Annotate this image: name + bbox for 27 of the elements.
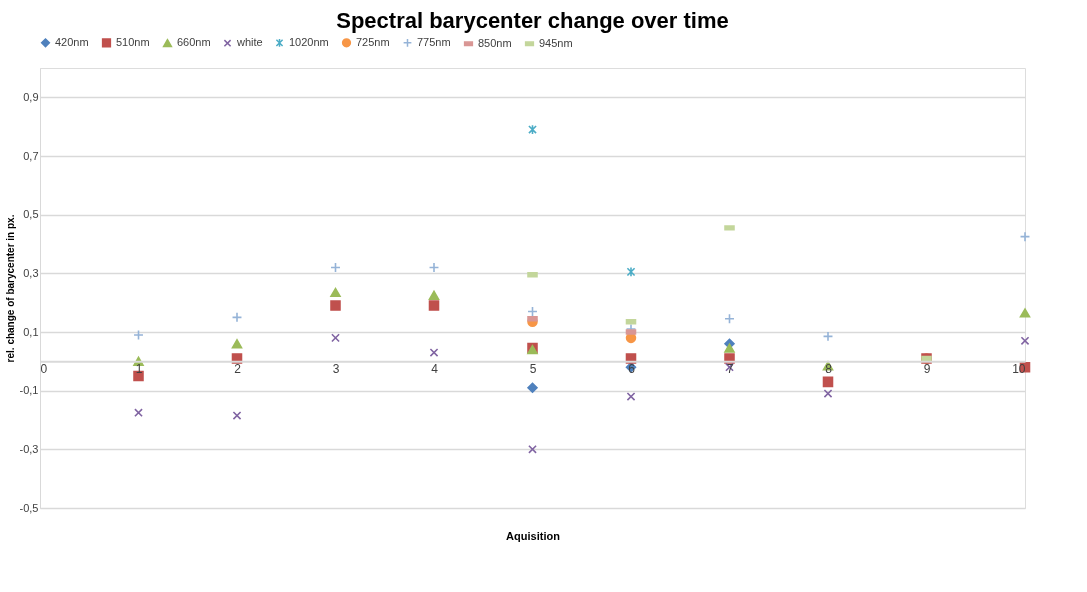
- y-tick-label: -0,1: [19, 384, 39, 397]
- legend-label: 660nm: [177, 36, 211, 49]
- y-tick-label: 0,5: [23, 208, 39, 221]
- y-tick-label: -0,5: [19, 501, 39, 514]
- legend-label: 725nm: [356, 35, 390, 48]
- y-axis-title: rel. change of barycenter in px.: [4, 214, 16, 363]
- x-tick-label: 0: [40, 361, 48, 376]
- legend-label: 510nm: [116, 35, 150, 48]
- y-tick-label: 0,7: [23, 149, 39, 162]
- legend-label: 1020nm: [289, 35, 329, 48]
- legend-label: 945nm: [539, 36, 573, 49]
- x-tick-label: 9: [923, 361, 931, 376]
- y-tick-label: 0,9: [23, 90, 39, 103]
- x-axis-title: Aquisition: [506, 529, 561, 542]
- chart-title: Spectral barycenter change over time: [336, 8, 729, 33]
- x-tick-label: 2: [234, 361, 242, 376]
- x-tick-label: 4: [431, 361, 439, 376]
- y-tick-label: -0,3: [19, 442, 39, 455]
- legend-label: white: [236, 36, 263, 49]
- legend-label: 775nm: [417, 35, 451, 48]
- legend-label: 850nm: [478, 36, 512, 49]
- legend-label: 420nm: [55, 35, 89, 48]
- y-tick-label: 0,1: [23, 325, 39, 338]
- x-tick-label: 10: [1012, 361, 1026, 376]
- x-tick-label: 3: [332, 361, 340, 376]
- y-tick-label: 0,3: [23, 266, 39, 279]
- x-tick-label: 5: [529, 361, 537, 376]
